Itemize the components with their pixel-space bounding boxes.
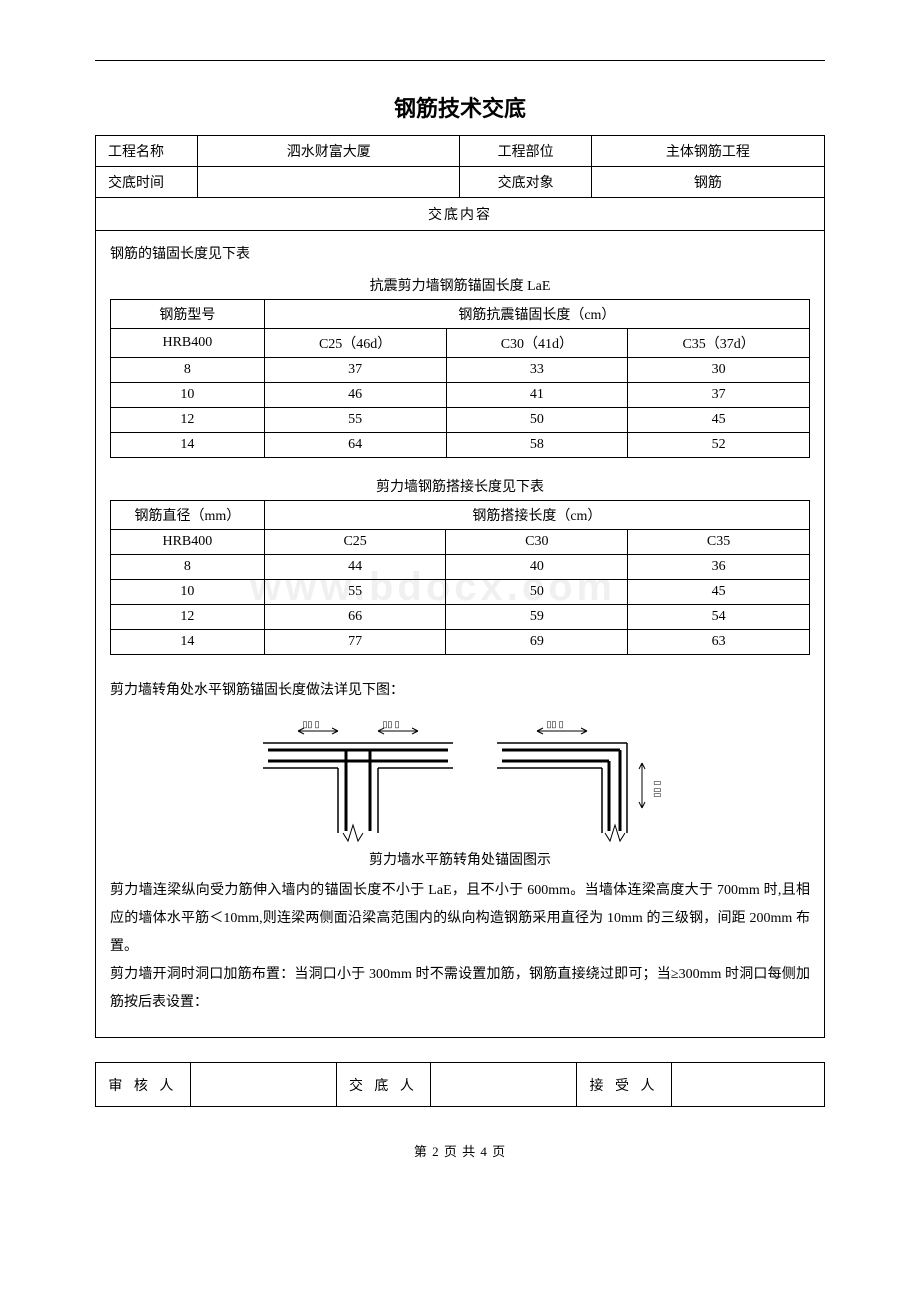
page-footer: 第 2 页 共 4 页 (95, 1141, 825, 1160)
project-name-label: 工程名称 (96, 136, 198, 167)
diagram-caption: 剪力墙水平筋转角处锚固图示 (110, 849, 810, 869)
table-cell: 58 (446, 433, 628, 458)
table-cell: 12 (111, 605, 265, 630)
table-cell: 45 (628, 408, 810, 433)
table-cell: 50 (446, 408, 628, 433)
t2-c0: C25 (264, 530, 446, 555)
t1-row-header: HRB400 (111, 329, 265, 358)
project-part-label: 工程部位 (460, 136, 591, 167)
signature-table: 审 核 人 交 底 人 接 受 人 (95, 1062, 825, 1107)
presenter-value (431, 1063, 577, 1107)
page-title: 钢筋技术交底 (95, 91, 825, 123)
table-cell: 36 (628, 555, 810, 580)
t1-c2: C35（37d） (628, 329, 810, 358)
opening-para: 剪力墙开洞时洞口加筋布置：当洞口小于 300mm 时不需设置加筋，钢筋直接绕过即… (110, 961, 810, 1017)
l-corner-diagram: ▯▯ ▯ ▯ ▯▯ (477, 713, 677, 843)
receiver-label: 接 受 人 (577, 1063, 672, 1107)
content-body: 钢筋的锚固长度见下表 抗震剪力墙钢筋锚固长度 LaE 钢筋型号 钢筋抗震锚固长度… (95, 231, 825, 1038)
table-cell: 37 (264, 358, 446, 383)
time-value (198, 167, 460, 198)
table-cell: 52 (628, 433, 810, 458)
time-label: 交底时间 (96, 167, 198, 198)
table-cell: 64 (264, 433, 446, 458)
corner-diagrams: ▯▯ ▯ ▯▯ ▯ (110, 713, 810, 843)
table-cell: 59 (446, 605, 628, 630)
t2-row-header: HRB400 (111, 530, 265, 555)
project-part-value: 主体钢筋工程 (591, 136, 824, 167)
table-cell: 44 (264, 555, 446, 580)
project-name-value: 泗水财富大厦 (198, 136, 460, 167)
receiver-value (671, 1063, 824, 1107)
table-cell: 37 (628, 383, 810, 408)
table-cell: 50 (446, 580, 628, 605)
top-rule (95, 60, 825, 61)
beam-para: 剪力墙连梁纵向受力筋伸入墙内的锚固长度不小于 LaE，且不小于 600mm。当墙… (110, 877, 810, 961)
svg-text:▯▯ ▯: ▯▯ ▯ (546, 719, 563, 729)
table-cell: 66 (264, 605, 446, 630)
table-cell: 8 (111, 555, 265, 580)
table-cell: 41 (446, 383, 628, 408)
table-cell: 33 (446, 358, 628, 383)
splice-table: 钢筋直径（mm） 钢筋搭接长度（cm） HRB400 C25 C30 C35 8… (110, 500, 810, 655)
table-cell: 77 (264, 630, 446, 655)
t1-col1-header: 钢筋型号 (111, 300, 265, 329)
table1-caption: 抗震剪力墙钢筋锚固长度 LaE (110, 275, 810, 295)
table-cell: 54 (628, 605, 810, 630)
target-label: 交底对象 (460, 167, 591, 198)
t2-col1-header: 钢筋直径（mm） (111, 501, 265, 530)
table-cell: 30 (628, 358, 810, 383)
table-cell: 63 (628, 630, 810, 655)
table-cell: 8 (111, 358, 265, 383)
header-table: 工程名称 泗水财富大厦 工程部位 主体钢筋工程 交底时间 交底对象 钢筋 (95, 135, 825, 198)
svg-text:▯▯ ▯: ▯▯ ▯ (303, 719, 320, 729)
anchorage-table: 钢筋型号 钢筋抗震锚固长度（cm） HRB400 C25（46d） C30（41… (110, 299, 810, 458)
table-cell: 10 (111, 580, 265, 605)
content-header: 交底内容 (95, 198, 825, 231)
table-cell: 46 (264, 383, 446, 408)
t2-span-header: 钢筋搭接长度（cm） (264, 501, 809, 530)
watermark: 钢筋直径（mm） 钢筋搭接长度（cm） HRB400 C25 C30 C35 8… (110, 500, 810, 655)
t-junction-diagram: ▯▯ ▯ ▯▯ ▯ (243, 713, 473, 843)
table-cell: 55 (264, 408, 446, 433)
table2-caption: 剪力墙钢筋搭接长度见下表 (110, 476, 810, 496)
presenter-label: 交 底 人 (336, 1063, 431, 1107)
t2-c2: C35 (628, 530, 810, 555)
table-cell: 10 (111, 383, 265, 408)
table-cell: 40 (446, 555, 628, 580)
intro-para: 钢筋的锚固长度见下表 (110, 241, 810, 269)
table-cell: 55 (264, 580, 446, 605)
table-cell: 14 (111, 630, 265, 655)
table-cell: 69 (446, 630, 628, 655)
svg-text:▯▯ ▯: ▯▯ ▯ (383, 719, 400, 729)
table-cell: 12 (111, 408, 265, 433)
reviewer-value (190, 1063, 336, 1107)
svg-text:▯ ▯▯: ▯ ▯▯ (653, 780, 663, 797)
table-cell: 45 (628, 580, 810, 605)
reviewer-label: 审 核 人 (96, 1063, 191, 1107)
corner-para: 剪力墙转角处水平钢筋锚固长度做法详见下图： (110, 677, 810, 705)
t1-c0: C25（46d） (264, 329, 446, 358)
target-value: 钢筋 (591, 167, 824, 198)
t2-c1: C30 (446, 530, 628, 555)
table-cell: 14 (111, 433, 265, 458)
t1-c1: C30（41d） (446, 329, 628, 358)
t1-span-header: 钢筋抗震锚固长度（cm） (264, 300, 809, 329)
